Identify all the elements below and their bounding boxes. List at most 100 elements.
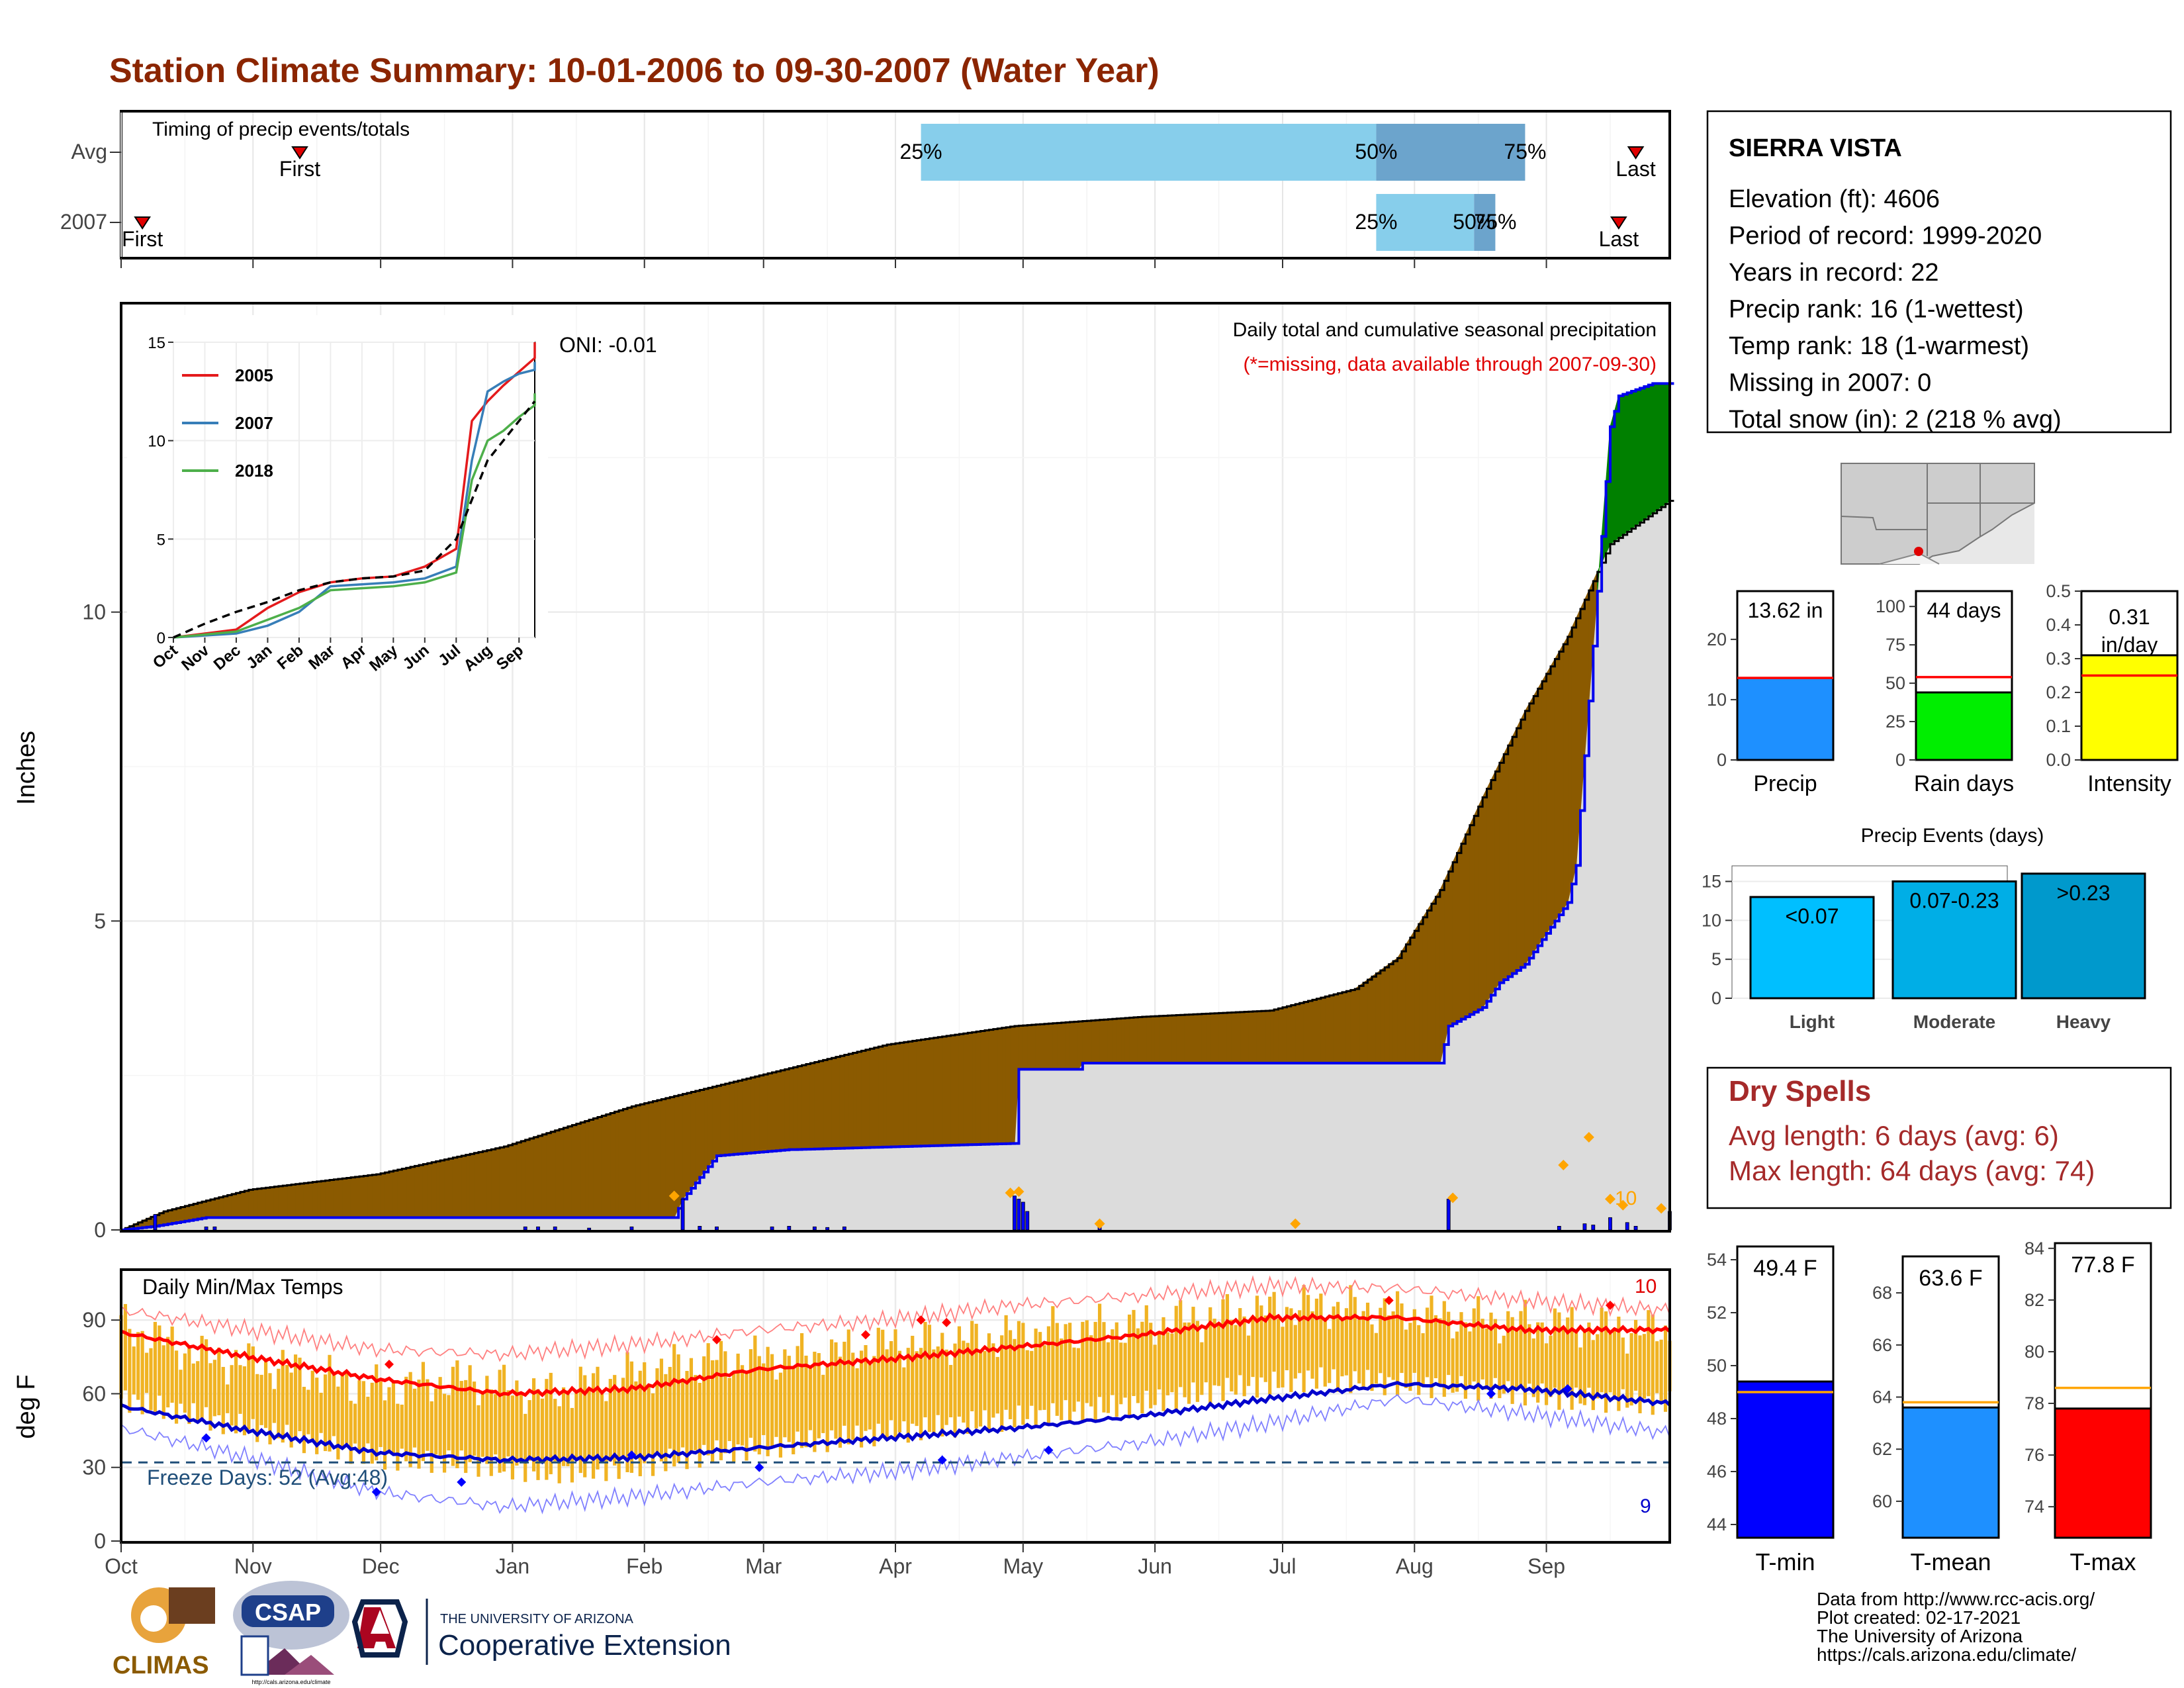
daily-precip-bar (1591, 1225, 1596, 1231)
daily-temp-bar (668, 1366, 672, 1449)
daily-temp-bar (1489, 1312, 1493, 1399)
daily-temp-bar (919, 1348, 923, 1440)
departure-segment (240, 1190, 245, 1218)
logos: CLIMAS CSAP http://cals.arizona.edu/clim… (113, 1581, 731, 1685)
departure-segment (593, 1116, 598, 1218)
footer-credits: Data from http://www.rcc-acis.org/Plot c… (1817, 1589, 2095, 1665)
daily-temp-bar (1259, 1305, 1263, 1378)
inset-lines (173, 342, 536, 639)
departure-segment (1048, 1023, 1054, 1070)
daily-temp-bar (1430, 1295, 1433, 1399)
daily-temp-bar (745, 1374, 749, 1461)
record-low-marker (1563, 1384, 1572, 1394)
departure-segment (660, 1098, 666, 1218)
temp-summary-charts: 44 46 48 50 52 54 49.4 F T-min 60 62 64 66 68 63.6 F T… (1707, 1239, 2152, 1575)
daily-temp-bar (1612, 1328, 1617, 1400)
departure-segment (695, 1089, 700, 1184)
daily-temp-bar (349, 1401, 353, 1464)
daily-temp-bar (310, 1370, 314, 1441)
daily-temp-bar (948, 1364, 953, 1418)
daily-temp-bar (247, 1343, 251, 1430)
daily-temp-bar (1659, 1339, 1663, 1405)
departure-segment (474, 1151, 479, 1218)
daily-precip-bar (842, 1226, 846, 1231)
station-line: Precip rank: 16 (1-wettest) (1729, 296, 2024, 324)
departure-segment (639, 1103, 645, 1218)
daily-temp-bar (426, 1379, 430, 1451)
departure-segment (1205, 1013, 1211, 1064)
departure-segment (814, 1060, 819, 1150)
departure-segment (1261, 1010, 1266, 1064)
daily-temp-bar (1455, 1331, 1459, 1392)
departure-segment (1359, 982, 1364, 1064)
freeze-days-label: Freeze Days: 52 (Avg:48) (147, 1466, 388, 1489)
departure-segment (299, 1182, 304, 1218)
daily-temp-bar (1544, 1343, 1549, 1405)
departure-segment (1567, 627, 1572, 903)
departure-segment (1226, 1011, 1232, 1064)
departure-segment (385, 1171, 390, 1218)
daily-temp-bar (804, 1355, 808, 1448)
departure-segment (1435, 888, 1441, 1064)
daily-temp-bar (1157, 1331, 1161, 1389)
daily-temp-bar (375, 1364, 379, 1461)
temp-y-tick-label: 30 (82, 1456, 106, 1479)
daily-temp-bar (1034, 1329, 1038, 1428)
daily-temp-bar (846, 1329, 850, 1444)
daily-temp-bar (1472, 1308, 1476, 1382)
average-cumulative-line (121, 500, 1674, 1231)
daily-temp-bar (1306, 1295, 1310, 1371)
departure-segment (563, 1125, 569, 1218)
temp-summary-category-label: T-max (2070, 1548, 2136, 1575)
daily-temp-bar (1111, 1329, 1115, 1395)
departure-segment (1546, 665, 1551, 935)
summary-y-tick-label: 0.0 (2046, 750, 2071, 770)
daily-temp-bar (1447, 1311, 1451, 1376)
daily-temp-bar (408, 1372, 412, 1468)
daily-temp-bar (957, 1326, 962, 1417)
daily-temp-bar (1127, 1314, 1132, 1418)
month-tick-label: Oct (105, 1554, 138, 1578)
record-low-marker (1044, 1445, 1054, 1455)
departure-segment (1184, 1014, 1190, 1064)
departure-segment (823, 1058, 828, 1149)
inset-y-tick-label: 15 (148, 334, 165, 352)
departure-segment (1116, 1017, 1122, 1064)
departure-segment (338, 1178, 343, 1218)
daily-temp-bar (234, 1350, 238, 1434)
csap-text: CSAP (255, 1599, 321, 1626)
summary-y-tick-label: 100 (1876, 596, 1905, 616)
daily-temp-bar (1621, 1337, 1625, 1389)
timing-bar-q25-q50 (1376, 194, 1475, 251)
daily-temp-bar (1540, 1322, 1544, 1383)
daily-temp-bar (1242, 1316, 1246, 1397)
summary-chart-precip: 0 10 20 13.62 in Precip (1707, 590, 1835, 796)
summary-value-label: 13.62 in (1748, 598, 1823, 622)
temp-summary-y-tick-label: 64 (1872, 1387, 1892, 1407)
departure-segment (988, 1029, 994, 1145)
daily-temp-bar (1425, 1307, 1430, 1378)
daily-temp-bar (1463, 1322, 1468, 1399)
temp-summary-y-tick-label: 66 (1872, 1335, 1892, 1355)
temp-y-tick-label: 90 (82, 1308, 106, 1332)
events-y-tick-label: 10 (1702, 910, 1721, 930)
daily-temp-bar (617, 1390, 621, 1479)
daily-precip-bar (629, 1226, 634, 1231)
station-location-dot (1914, 547, 1923, 556)
map-state-border (1841, 463, 2034, 556)
departure-segment (1282, 1006, 1287, 1064)
departure-segment (746, 1077, 751, 1154)
record-high-marker (916, 1315, 926, 1325)
daily-temp-bar (1638, 1335, 1642, 1414)
daily-temp-bar (230, 1365, 234, 1426)
daily-temp-bar (1314, 1298, 1319, 1389)
precip-y-tick-label: 5 (94, 909, 106, 933)
daily-temp-bar (1021, 1323, 1025, 1425)
departure-segment (499, 1146, 505, 1218)
footer-line: Data from http://www.rcc-acis.org/ (1817, 1589, 2095, 1609)
daily-temp-bar (1161, 1317, 1165, 1411)
daily-temp-bar (587, 1389, 591, 1458)
precip-y-tick-label: 0 (94, 1218, 106, 1242)
departure-segment (958, 1033, 964, 1146)
